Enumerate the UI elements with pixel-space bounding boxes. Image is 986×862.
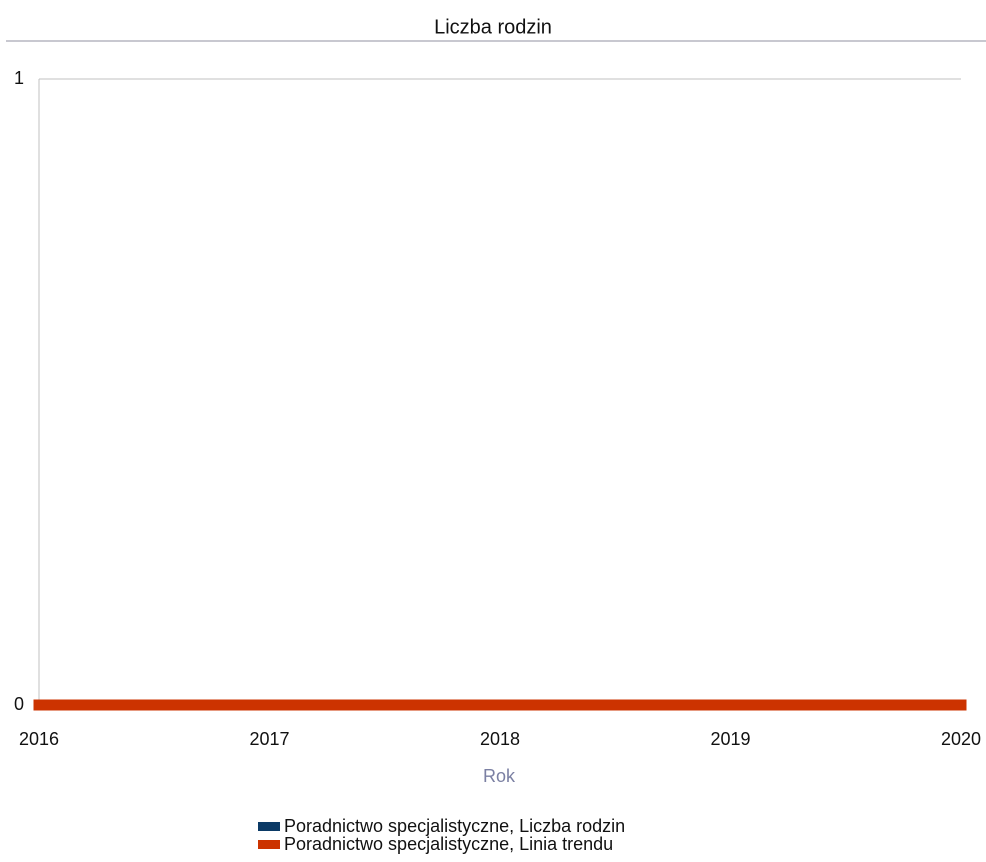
- x-tick-label: 2016: [19, 729, 59, 749]
- x-axis-label: Rok: [483, 766, 516, 786]
- chart-title: Liczba rodzin: [434, 16, 552, 38]
- x-tick-label: 2018: [480, 729, 520, 749]
- legend-swatch: [258, 840, 280, 849]
- legend-label: Poradnictwo specjalistyczne, Linia trend…: [284, 834, 613, 854]
- legend-swatch: [258, 822, 280, 831]
- x-tick-label: 2020: [941, 729, 981, 749]
- x-tick-label: 2019: [710, 729, 750, 749]
- legend-label: Poradnictwo specjalistyczne, Liczba rodz…: [284, 816, 625, 836]
- x-tick-label: 2017: [249, 729, 289, 749]
- y-tick-label: 1: [14, 68, 24, 88]
- y-tick-label: 0: [14, 694, 24, 714]
